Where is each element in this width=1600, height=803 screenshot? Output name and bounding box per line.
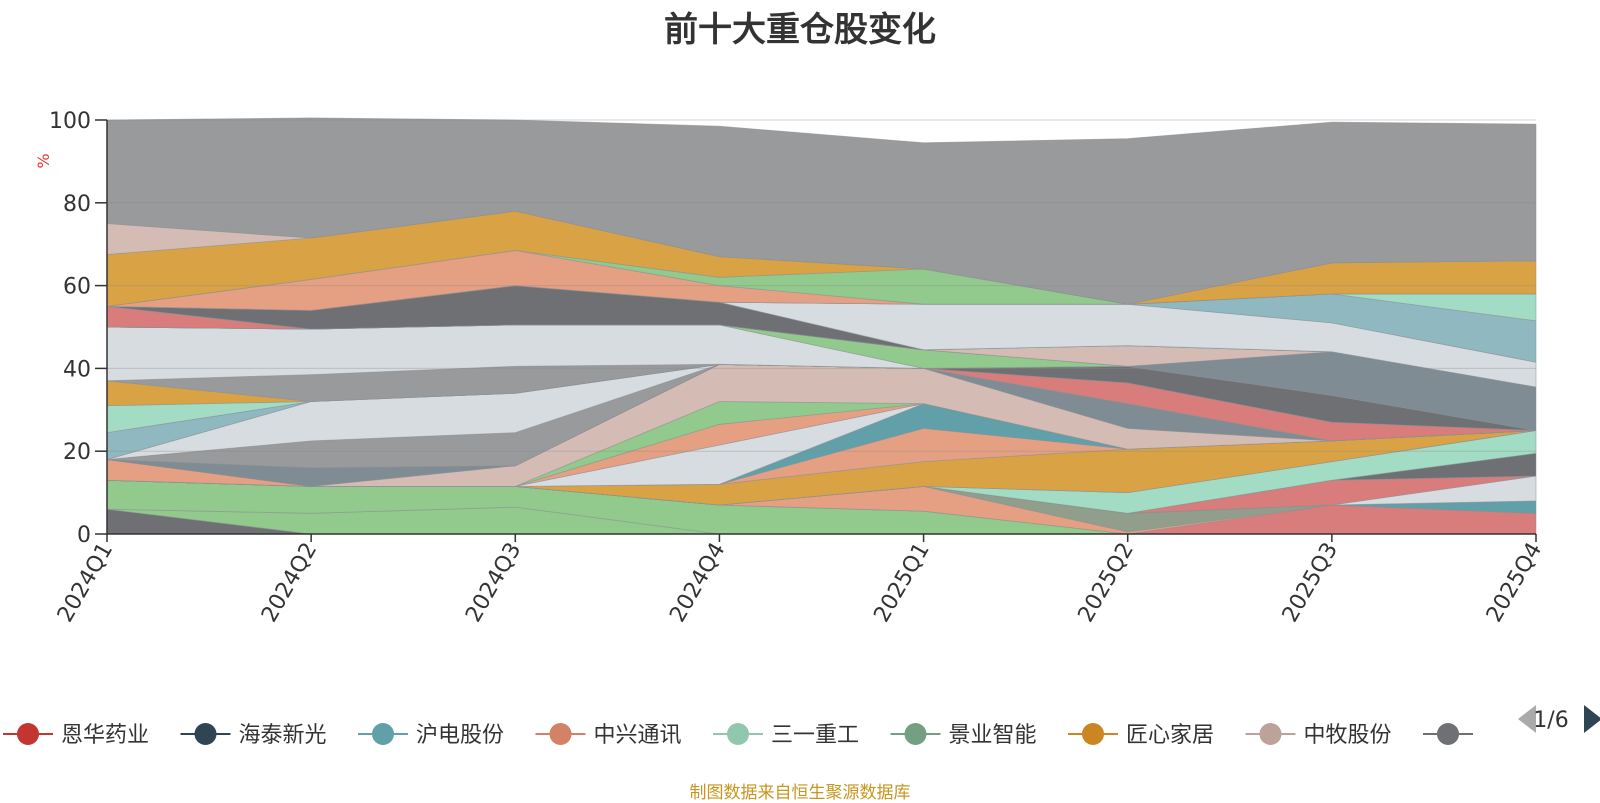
legend-prev-arrow-icon[interactable] (1518, 705, 1536, 733)
legend-label: 中牧股份 (1304, 723, 1392, 748)
x-tick-label: 2024Q1 (53, 539, 118, 627)
legend-item[interactable]: 中牧股份 (1245, 723, 1392, 748)
legend-label: 三一重工 (771, 723, 859, 748)
legend-item[interactable]: 三一重工 (713, 723, 859, 748)
legend-pager: 1/6 (1518, 705, 1600, 733)
legend-item[interactable]: 恩华药业 (3, 723, 149, 748)
legend-item[interactable]: 海泰新光 (180, 723, 327, 748)
y-tick-label: 0 (77, 523, 91, 548)
legend-label: 钅 (1481, 723, 1503, 748)
legend: 恩华药业 海泰新光 沪电股份 中兴通讯 三一重工 景业智能 匠心家居 中牧股份 钅 (3, 723, 1503, 748)
legend-label: 匠心家居 (1126, 723, 1214, 748)
legend-marker-icon (372, 723, 394, 745)
legend-marker-icon (194, 723, 217, 745)
gridlines (107, 119, 1536, 452)
legend-marker-icon (549, 723, 572, 745)
legend-label: 海泰新光 (239, 723, 327, 748)
legend-next-arrow-icon[interactable] (1584, 705, 1600, 733)
legend-marker-icon (1082, 723, 1104, 745)
legend-item[interactable]: 匠心家居 (1068, 723, 1214, 748)
legend-marker-icon (17, 723, 39, 745)
chart-title: 前十大重仓股变化 (664, 10, 936, 50)
area-band-45 (106, 117, 1537, 305)
legend-item[interactable]: 景业智能 (890, 723, 1037, 748)
x-tick-label: 2024Q4 (665, 539, 730, 627)
legend-item[interactable]: 中兴通讯 (535, 723, 682, 748)
x-tick-label: 2024Q3 (461, 539, 526, 627)
x-tick-label: 2024Q2 (257, 539, 322, 627)
y-tick-label: 60 (63, 275, 91, 300)
x-tick-label: 2025Q1 (869, 539, 934, 627)
y-tick-label: 40 (63, 357, 91, 382)
source-note: 制图数据来自恒生聚源数据库 (689, 783, 911, 803)
y-tick-label: 80 (63, 192, 91, 217)
y-axis-unit: % (34, 153, 53, 168)
x-tick-label: 2025Q4 (1482, 539, 1547, 627)
legend-label: 中兴通讯 (594, 723, 682, 748)
x-tick-label: 2025Q3 (1278, 539, 1343, 627)
legend-item[interactable]: 钅 (1423, 723, 1503, 748)
legend-label: 恩华药业 (61, 723, 149, 748)
legend-marker-icon (1437, 723, 1459, 745)
legend-item[interactable]: 沪电股份 (358, 723, 504, 748)
legend-page-indicator: 1/6 (1533, 708, 1568, 733)
area-layers (106, 117, 1537, 535)
x-tick-label: 2025Q2 (1074, 539, 1139, 627)
legend-label: 沪电股份 (416, 723, 504, 748)
y-tick-label: 20 (63, 440, 91, 465)
y-tick-label: 100 (49, 109, 91, 134)
legend-marker-icon (1259, 723, 1282, 745)
legend-marker-icon (727, 723, 749, 745)
legend-label: 景业智能 (949, 723, 1037, 748)
legend-marker-icon (904, 723, 927, 745)
